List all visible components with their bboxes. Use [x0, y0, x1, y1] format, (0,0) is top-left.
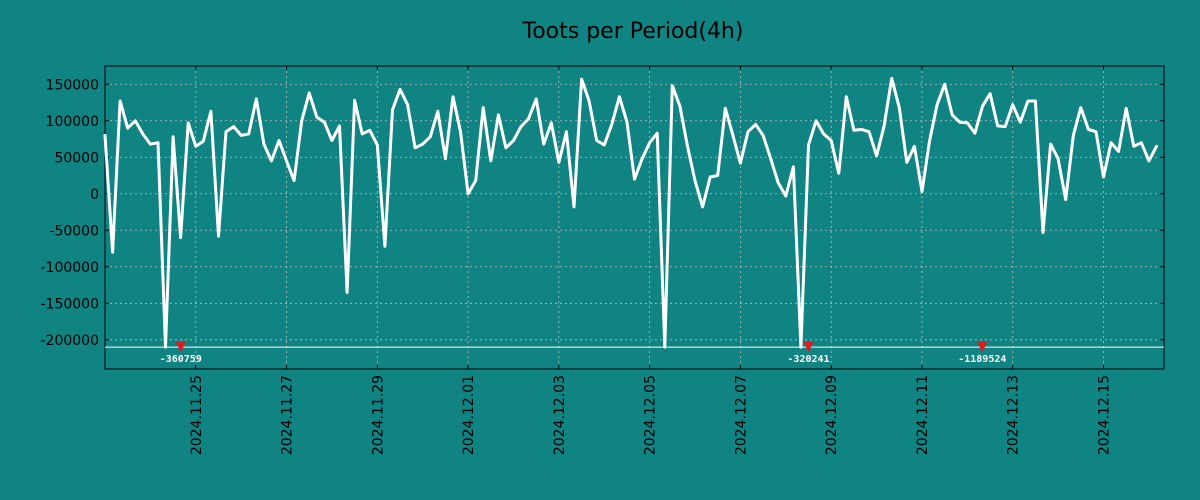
- y-tick-label: 50000: [54, 150, 99, 166]
- x-tick-label: 2024.11.27: [280, 375, 296, 455]
- x-tick-label: 2024.12.09: [824, 375, 840, 455]
- y-tick-label: 150000: [46, 77, 99, 93]
- x-tick-label: 2024.12.01: [461, 375, 477, 455]
- y-tick-label: 100000: [46, 114, 99, 130]
- outlier-marker: [977, 342, 988, 353]
- y-tick-label: -150000: [41, 296, 100, 312]
- y-tick-label: -100000: [41, 260, 100, 276]
- outlier-label: -360759: [160, 354, 202, 365]
- x-tick-label: 2024.11.25: [189, 375, 205, 455]
- annotation-layer: -360759 -320241 -1189524: [160, 342, 1006, 365]
- x-tick-label: 2024.11.29: [370, 375, 386, 455]
- outlier-marker: [175, 342, 186, 353]
- x-tick-label: 2024.12.07: [733, 375, 749, 455]
- tick-layer: -200000 -150000 -100000 -50000 0 50000 100000 1…: [41, 66, 1164, 455]
- x-tick-label: 2024.12.11: [915, 375, 931, 455]
- chart-title: Toots per Period(4h): [522, 19, 744, 44]
- series-layer: [103, 76, 1164, 349]
- series-line: [103, 76, 1158, 349]
- x-tick-label: 2024.12.05: [643, 375, 659, 455]
- grid-layer: [105, 66, 1164, 369]
- x-tick-label: 2024.12.15: [1097, 375, 1113, 455]
- x-tick-label: 2024.12.13: [1006, 375, 1022, 455]
- x-tick-label: 2024.12.03: [552, 375, 568, 455]
- y-tick-label: 0: [90, 187, 99, 203]
- outlier-marker: [803, 342, 814, 353]
- y-tick-label: -200000: [41, 333, 100, 349]
- outlier-label: -320241: [787, 354, 829, 365]
- plot-frame: [104, 65, 1165, 370]
- outlier-label: -1189524: [958, 354, 1006, 365]
- y-tick-label: -50000: [49, 223, 99, 239]
